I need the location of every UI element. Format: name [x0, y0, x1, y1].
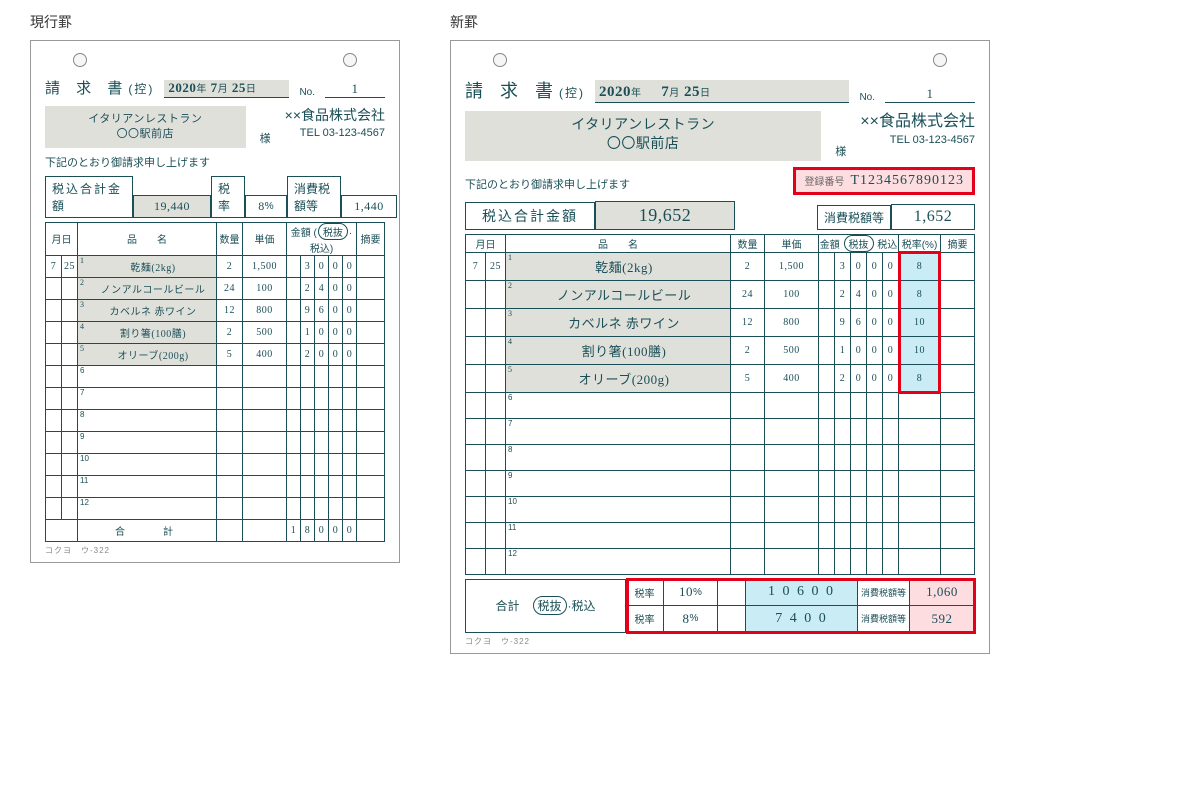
invoice-title: 請 求 書(控)	[45, 77, 154, 98]
sama-label: 様	[256, 130, 275, 148]
total-row-right: 税込合計金額 19,652 消費税額等 1,652	[465, 201, 975, 230]
sama-label: 様	[831, 143, 850, 161]
punch-hole	[933, 53, 947, 67]
supplier: ××食品株式会社 TEL 03-123-4567	[860, 111, 975, 161]
punch-hole	[73, 53, 87, 67]
punch-hole	[493, 53, 507, 67]
right-column: 新罫 請 求 書(控) 2020年 7月 25日 No. 1 イタリアンレストラ…	[450, 12, 990, 654]
punch-hole	[343, 53, 357, 67]
date-field: 2020年 7月 25日	[164, 80, 289, 98]
notice-text: 下記のとおり御請求申し上げます	[45, 154, 385, 170]
items-table-right: 月日 品 名 数量 単価 金額 税抜 税込 税率(%) 摘要 725 1乾麺(2…	[465, 234, 975, 575]
form-code: コクヨ ウ-322	[45, 545, 385, 556]
invoice-no: 1	[885, 86, 975, 103]
tax-breakdown-footer: 合計 税抜·税込 税率 10 % 1 0 6 0 0 消費税額等 1,060税率…	[465, 579, 975, 633]
left-column: 現行罫 請 求 書(控) 2020年 7月 25日 No. 1 イタリアンレスト…	[30, 12, 400, 563]
slip-right: 請 求 書(控) 2020年 7月 25日 No. 1 イタリアンレストラン 〇…	[450, 40, 990, 654]
supplier: ××食品株式会社 TEL 03-123-4567	[285, 106, 385, 148]
customer-name: イタリアンレストラン 〇〇駅前店	[465, 111, 821, 161]
invoice-no: 1	[325, 81, 385, 98]
date-field: 2020年 7月 25日	[595, 80, 849, 103]
right-title: 新罫	[450, 12, 990, 32]
no-label: No.	[859, 92, 875, 103]
items-table-left: 月日 品 名 数量 単価 金額 (税抜·税込) 摘要 725 1乾麺(2kg) …	[45, 222, 385, 542]
total-row-left: 税込合計金額 19,440 税率 8 % 消費税額等 1,440	[45, 176, 385, 218]
invoice-title: 請 求 書(控)	[465, 77, 585, 103]
notice-text: 下記のとおり御請求申し上げます	[465, 176, 783, 192]
form-code: コクヨ ウ-322	[465, 636, 975, 647]
customer-name: イタリアンレストラン 〇〇駅前店	[45, 106, 246, 148]
left-title: 現行罫	[30, 12, 400, 32]
no-label: No.	[299, 87, 315, 98]
registration-number-box: 登録番号 T1234567890123	[793, 167, 975, 195]
slip-left: 請 求 書(控) 2020年 7月 25日 No. 1 イタリアンレストラン 〇…	[30, 40, 400, 563]
